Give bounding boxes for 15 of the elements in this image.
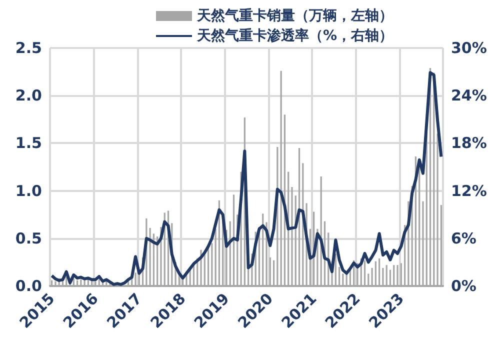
line-series: [50, 71, 443, 286]
y2-tick-label: 6%: [451, 229, 476, 248]
y-tick-label: 1.5: [15, 134, 42, 152]
legend-label: 天然气重卡渗透率（%，右轴）: [196, 27, 394, 44]
y-tick-label: 2.0: [15, 86, 42, 105]
legend-label: 天然气重卡销量（万辆，左轴）: [196, 8, 393, 24]
y2-tick-label: 24%: [451, 86, 487, 105]
y-tick-label: 2.5: [15, 39, 42, 57]
y-tick-label: 0.5: [15, 229, 42, 248]
y2-tick-label: 12%: [451, 182, 487, 200]
y2-tick-label: 18%: [451, 134, 487, 152]
y2-tick-label: 0%: [451, 277, 476, 295]
y2-tick-label: 30%: [451, 39, 487, 57]
y-tick-label: 0.0: [15, 277, 42, 295]
y-tick-label: 1.0: [15, 182, 42, 200]
